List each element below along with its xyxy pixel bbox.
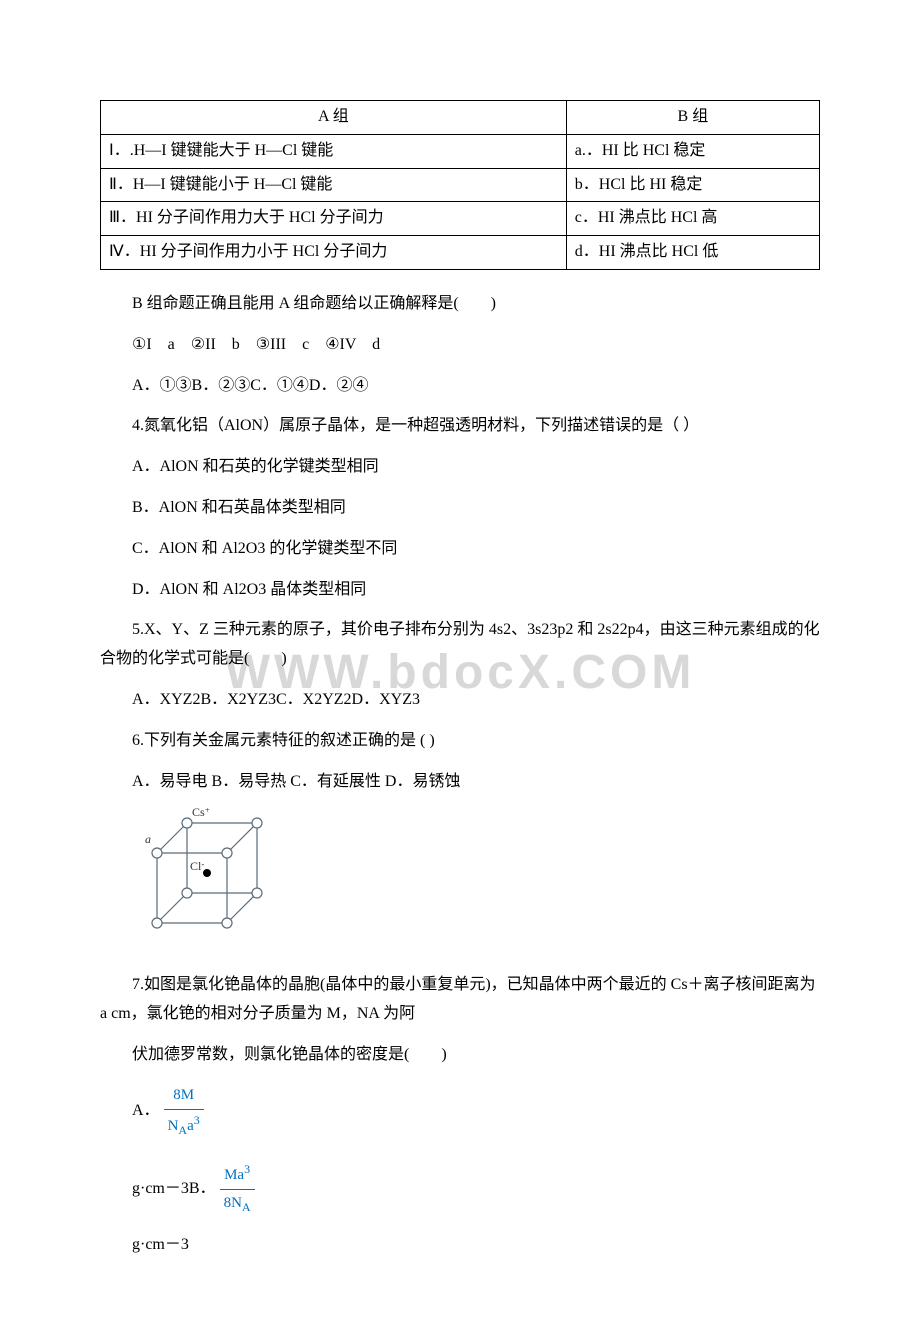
q7a-prefix: A． <box>132 1097 160 1126</box>
q7-stem: 7.如图是氯化铯晶体的晶胞(晶体中的最小重复单元)，已知晶体中两个最近的 Cs＋… <box>100 971 820 1029</box>
q7a-numerator: 8M <box>164 1082 204 1110</box>
q4-choice-a: A．AlON 和石英的化学键类型相同 <box>100 453 820 482</box>
cs-label: Cs+ <box>192 808 210 819</box>
q7b-denominator: 8NA <box>220 1190 255 1219</box>
q7-stem2: 伏加德罗常数，则氯化铯晶体的密度是( ) <box>100 1041 820 1070</box>
cell-a3: Ⅲ．HI 分子间作用力大于 HCl 分子间力 <box>101 202 567 236</box>
table-row: Ⅲ．HI 分子间作用力大于 HCl 分子间力 c．HI 沸点比 HCl 高 <box>101 202 820 236</box>
q4-choice-b: B．AlON 和石英晶体类型相同 <box>100 494 820 523</box>
table-row: Ⅳ．HI 分子间作用力小于 HCl 分子间力 d．HI 沸点比 HCl 低 <box>101 236 820 270</box>
q6-choices: A．易导电 B．易导热 C．有延展性 D．易锈蚀 <box>100 768 820 797</box>
q7a-fraction: 8M NAa3 <box>164 1082 204 1142</box>
cell-a1: Ⅰ．.H—I 键键能大于 H—Cl 键能 <box>101 134 567 168</box>
q4-choice-d: D．AlON 和 Al2O3 晶体类型相同 <box>100 576 820 605</box>
crystal-diagram: Cs+ Cl- a <box>132 808 820 959</box>
cell-b3: c．HI 沸点比 HCl 高 <box>566 202 819 236</box>
table-header-a: A 组 <box>101 101 567 135</box>
q7b-prefix: g·cm－3B． <box>132 1175 216 1204</box>
a-label: a <box>145 832 151 846</box>
comparison-table: A 组 B 组 Ⅰ．.H—I 键键能大于 H—Cl 键能 a.．HI 比 HCl… <box>100 100 820 270</box>
q7-choice-a: A． 8M NAa3 <box>132 1082 820 1142</box>
q5-stem: 5.X、Y、Z 三种元素的原子，其价电子排布分别为 4s2、3s23p2 和 2… <box>100 616 820 674</box>
cell-a2: Ⅱ．H—I 键键能小于 H—Cl 键能 <box>101 168 567 202</box>
cell-b4: d．HI 沸点比 HCl 低 <box>566 236 819 270</box>
table-row: Ⅱ．H—I 键键能小于 H—Cl 键能 b．HCl 比 HI 稳定 <box>101 168 820 202</box>
cell-a4: Ⅳ．HI 分子间作用力小于 HCl 分子间力 <box>101 236 567 270</box>
cell-b1: a.．HI 比 HCl 稳定 <box>566 134 819 168</box>
q4-choice-c: C．AlON 和 Al2O3 的化学键类型不同 <box>100 535 820 564</box>
q7b-fraction: Ma3 8NA <box>220 1159 255 1219</box>
cl-label: Cl- <box>190 859 204 873</box>
q6-stem: 6.下列有关金属元素特征的叙述正确的是 ( ) <box>100 727 820 756</box>
table-header-b: B 组 <box>566 101 819 135</box>
q3-followup-choices: A．①③B．②③C．①④D．②④ <box>100 372 820 401</box>
q7-choice-b: g·cm－3B． Ma3 8NA <box>132 1159 820 1219</box>
q7-tail: g·cm－3 <box>100 1231 820 1260</box>
q7b-numerator: Ma3 <box>220 1159 255 1190</box>
q5-choices: A．XYZ2B．X2YZ3C．X2YZ2D．XYZ3 <box>100 686 820 715</box>
q4-stem: 4.氮氧化铝（AlON）属原子晶体，是一种超强透明材料，下列描述错误的是（ ） <box>100 412 820 441</box>
q3-followup-stem: B 组命题正确且能用 A 组命题给以正确解释是( ) <box>100 290 820 319</box>
q7a-denominator: NAa3 <box>164 1110 204 1142</box>
table-row: Ⅰ．.H—I 键键能大于 H—Cl 键能 a.．HI 比 HCl 稳定 <box>101 134 820 168</box>
q3-followup-opts: ①I a ②II b ③III c ④IV d <box>100 331 820 360</box>
cell-b2: b．HCl 比 HI 稳定 <box>566 168 819 202</box>
